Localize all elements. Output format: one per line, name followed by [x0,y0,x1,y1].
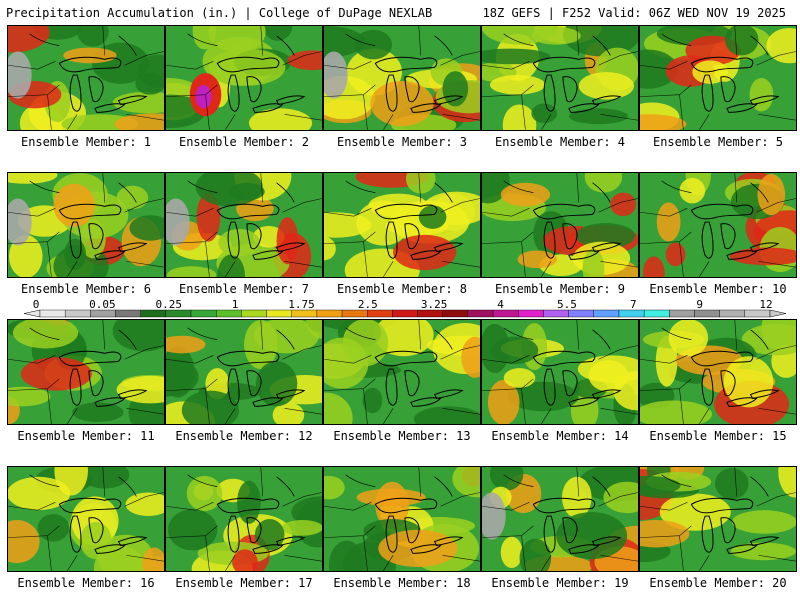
member-map-19 [481,466,639,572]
member-label-2: Ensemble Member: 2 [178,135,310,149]
member-label-3: Ensemble Member: 3 [336,135,468,149]
member-label-18: Ensemble Member: 18 [333,576,471,590]
member-label-20: Ensemble Member: 20 [649,576,787,590]
member-label-5: Ensemble Member: 5 [652,135,784,149]
member-map-18 [323,466,481,572]
member-map-1 [7,25,165,131]
colorbar [23,309,787,318]
member-map-4 [481,25,639,131]
member-label-13: Ensemble Member: 13 [333,429,471,443]
member-label-14: Ensemble Member: 14 [491,429,629,443]
member-map-7 [165,172,323,278]
member-map-2 [165,25,323,131]
member-map-3 [323,25,481,131]
member-label-12: Ensemble Member: 12 [175,429,313,443]
member-label-8: Ensemble Member: 8 [336,282,468,296]
member-map-17 [165,466,323,572]
map-title: Precipitation Accumulation (in.) | Colle… [6,6,433,20]
colorbar-label: 7 [629,298,637,311]
member-label-16: Ensemble Member: 16 [17,576,155,590]
member-label-10: Ensemble Member: 10 [649,282,787,296]
colorbar-label: 1.75 [288,298,315,311]
member-map-9 [481,172,639,278]
member-label-7: Ensemble Member: 7 [178,282,310,296]
member-label-11: Ensemble Member: 11 [17,429,155,443]
member-map-12 [165,319,323,425]
member-label-19: Ensemble Member: 19 [491,576,629,590]
member-label-4: Ensemble Member: 4 [494,135,626,149]
member-map-13 [323,319,481,425]
colorbar-label: 9 [696,298,703,311]
member-map-20 [639,466,797,572]
member-map-5 [639,25,797,131]
member-map-6 [7,172,165,278]
run-info: 18Z GEFS | F252 Valid: 06Z WED NOV 19 20… [482,6,786,20]
member-map-8 [323,172,481,278]
member-label-1: Ensemble Member: 1 [20,135,152,149]
member-label-6: Ensemble Member: 6 [20,282,152,296]
member-map-11 [7,319,165,425]
colorbar-label: 12 [759,298,773,311]
colorbar-label: 0 [32,298,40,311]
member-label-17: Ensemble Member: 17 [175,576,313,590]
colorbar-label: 5.5 [556,298,577,311]
member-label-15: Ensemble Member: 15 [649,429,787,443]
member-map-14 [481,319,639,425]
colorbar-label: 3.25 [420,298,448,311]
member-map-15 [639,319,797,425]
colorbar-label: 2.5 [357,298,378,311]
colorbar-label: 0.05 [89,298,116,311]
member-label-9: Ensemble Member: 9 [494,282,626,296]
colorbar-label: 1 [231,298,239,311]
colorbar-label: 4 [497,298,504,311]
member-map-10 [639,172,797,278]
member-map-16 [7,466,165,572]
colorbar-label: 0.25 [155,298,182,311]
